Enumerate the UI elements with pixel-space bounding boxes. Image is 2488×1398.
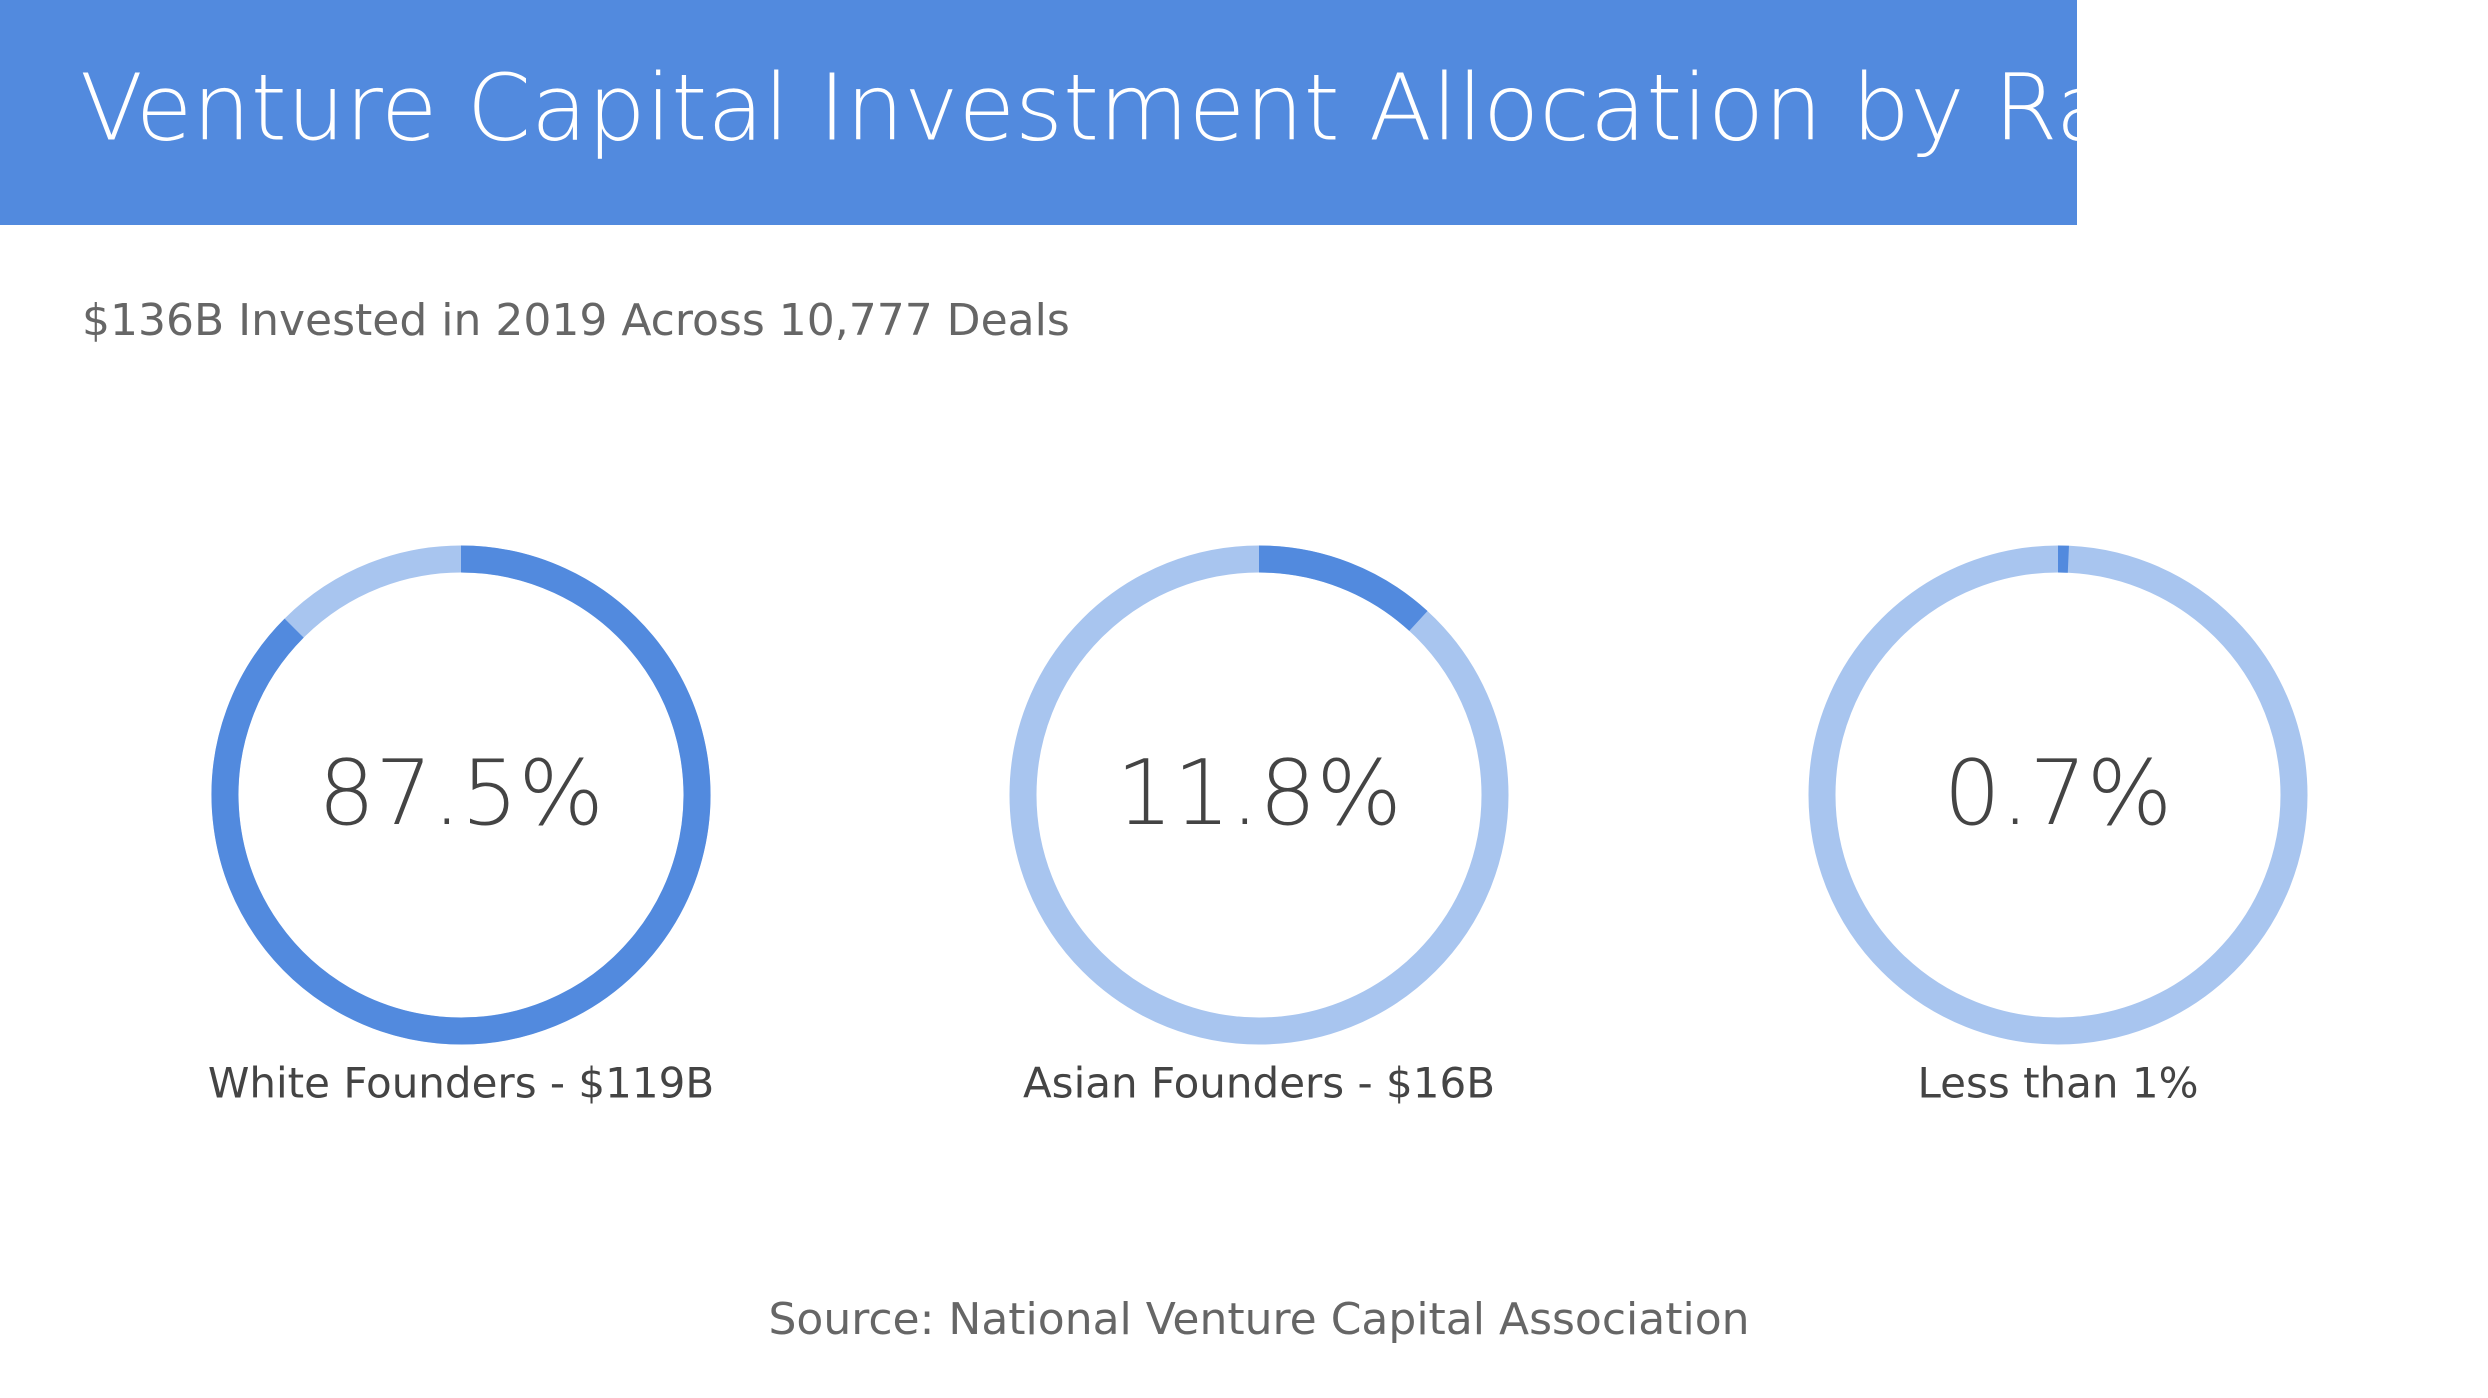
subtitle: $136B Invested in 2019 Across 10,777 Dea… (82, 295, 1070, 346)
donut-label: White Founders - $119B (208, 1059, 714, 1108)
donut-value-label: 11.8% (1116, 741, 1402, 846)
donut-value-label: 87.5% (318, 741, 604, 846)
donut-value-label: 0.7% (1944, 741, 2173, 846)
page-title: Venture Capital Investment Allocation by… (80, 55, 2219, 162)
title-bar (0, 0, 2077, 225)
donut-label: Less than 1% (1917, 1059, 2198, 1108)
donut-label: Asian Founders - $16B (1023, 1059, 1495, 1108)
donut-arc (1258, 545, 1428, 632)
source: Source: National Venture Capital Associa… (768, 1294, 1749, 1345)
donut-arc (211, 545, 711, 1045)
